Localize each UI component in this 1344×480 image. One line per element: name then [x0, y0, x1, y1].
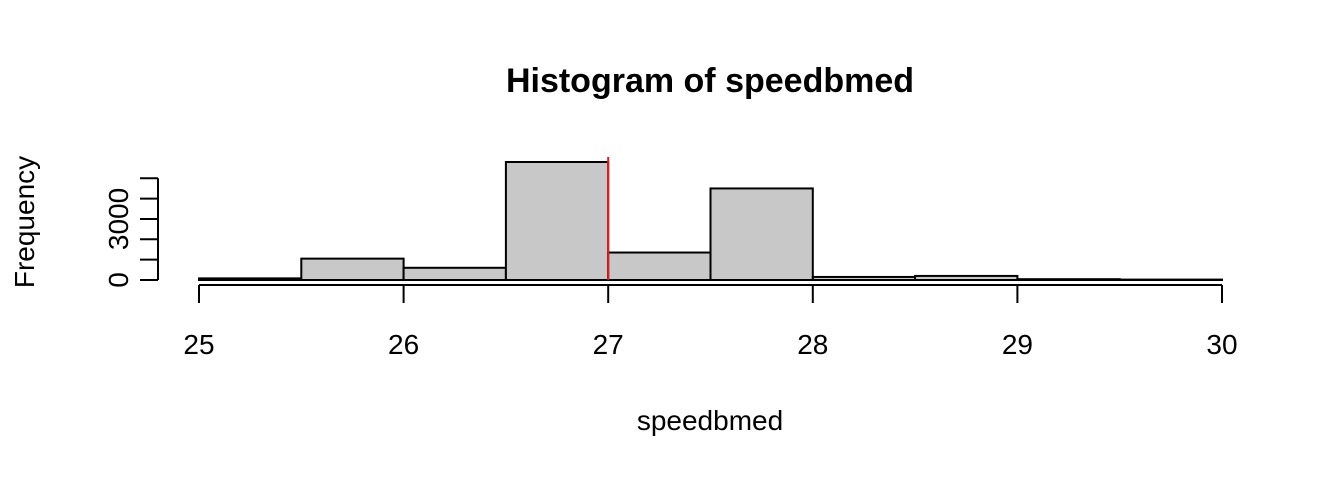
histogram-bar	[811, 275, 917, 281]
histogram-bar	[709, 187, 814, 281]
histogram-bar	[402, 266, 507, 281]
histogram-bar	[1016, 278, 1121, 282]
y-tick-label: 3000	[103, 188, 134, 250]
x-axis-label: speedbmed	[637, 405, 783, 436]
x-axis: 25 26 27 28 29 30	[183, 284, 1238, 360]
x-tick-label: 27	[593, 329, 624, 360]
chart-title: Histogram of speedbmed	[506, 62, 914, 100]
y-axis: 0 3000	[103, 177, 159, 288]
histogram-bar	[300, 257, 405, 282]
x-tick-label: 26	[388, 329, 419, 360]
y-tick-label: 0	[103, 272, 134, 288]
x-tick-label: 25	[183, 329, 214, 360]
histogram-bar	[607, 251, 712, 282]
x-tick-label: 29	[1002, 329, 1033, 360]
y-axis-label: Frequency	[9, 156, 40, 288]
histogram-bar	[198, 277, 303, 281]
histogram-bar	[504, 161, 610, 281]
x-tick-label: 28	[797, 329, 828, 360]
bars-group	[198, 161, 1223, 282]
x-tick-label: 30	[1206, 329, 1237, 360]
histogram-bar	[914, 274, 1019, 281]
